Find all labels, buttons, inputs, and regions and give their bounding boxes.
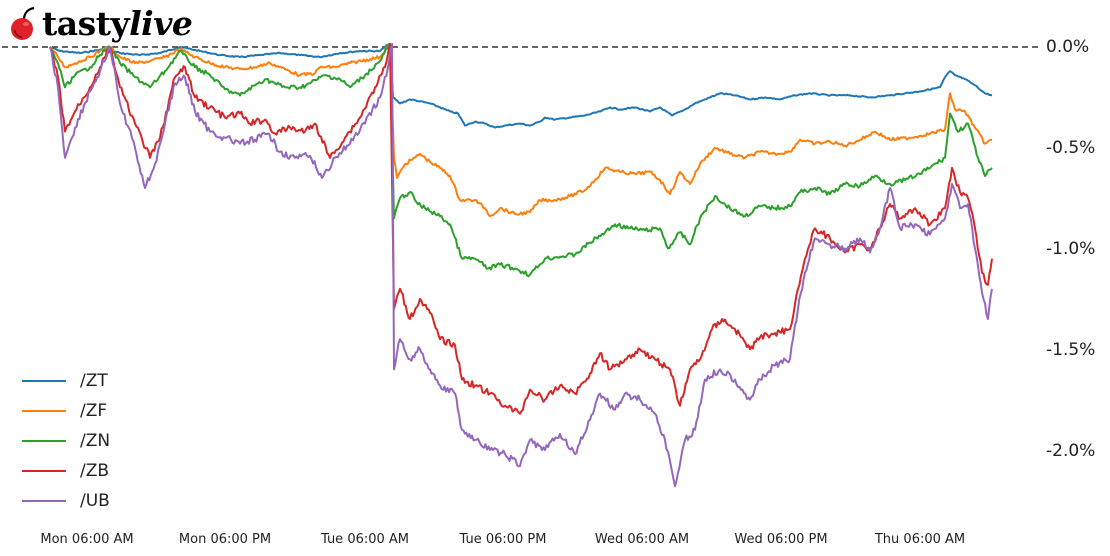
legend-label: /ZF bbox=[80, 401, 108, 421]
x-tick-label: Mon 06:00 PM bbox=[178, 532, 272, 547]
legend-item-zf: /ZF bbox=[22, 396, 110, 426]
legend-item-zb: /ZB bbox=[22, 456, 110, 486]
legend-swatch bbox=[22, 470, 66, 472]
y-tick-label: 0.0% bbox=[1046, 37, 1090, 57]
legend-swatch bbox=[22, 440, 66, 442]
legend-label: /UB bbox=[80, 491, 110, 511]
series-line-zt bbox=[49, 43, 993, 129]
legend-label: /ZN bbox=[80, 431, 111, 451]
legend-swatch bbox=[22, 500, 66, 502]
legend-item-zn: /ZN bbox=[22, 426, 110, 456]
brand-wordmark-live: live bbox=[129, 4, 193, 43]
legend-label: /ZB bbox=[80, 461, 110, 481]
x-tick-label: Tue 06:00 PM bbox=[459, 532, 547, 547]
y-tick-label: -1.5% bbox=[1046, 340, 1096, 360]
y-tick-label: -1.0% bbox=[1046, 239, 1096, 259]
x-tick-label: Tue 06:00 AM bbox=[320, 532, 410, 547]
legend-swatch bbox=[22, 380, 66, 382]
legend-label: /ZT bbox=[80, 371, 108, 391]
series-layer bbox=[49, 43, 993, 488]
series-line-ub bbox=[49, 43, 993, 488]
x-tick-label: Wed 06:00 AM bbox=[594, 532, 690, 547]
series-line-zf bbox=[49, 43, 992, 218]
brand-wordmark: tastylive bbox=[42, 4, 193, 44]
x-tick-label: Mon 06:00 AM bbox=[40, 532, 134, 547]
legend-item-zt: /ZT bbox=[22, 366, 110, 396]
legend-swatch bbox=[22, 410, 66, 412]
cherry-icon bbox=[11, 6, 35, 40]
series-line-zn bbox=[49, 43, 993, 278]
x-tick-label: Wed 06:00 PM bbox=[734, 532, 828, 547]
legend: /ZT /ZF /ZN /ZB /UB bbox=[22, 366, 110, 516]
y-tick-label: -2.0% bbox=[1046, 441, 1096, 461]
y-tick-label: -0.5% bbox=[1046, 138, 1096, 158]
x-tick-label: Thu 06:00 AM bbox=[874, 532, 966, 547]
legend-item-ub: /UB bbox=[22, 486, 110, 516]
brand-logo: tastylive bbox=[6, 4, 193, 44]
brand-wordmark-tasty: tasty bbox=[42, 4, 130, 43]
